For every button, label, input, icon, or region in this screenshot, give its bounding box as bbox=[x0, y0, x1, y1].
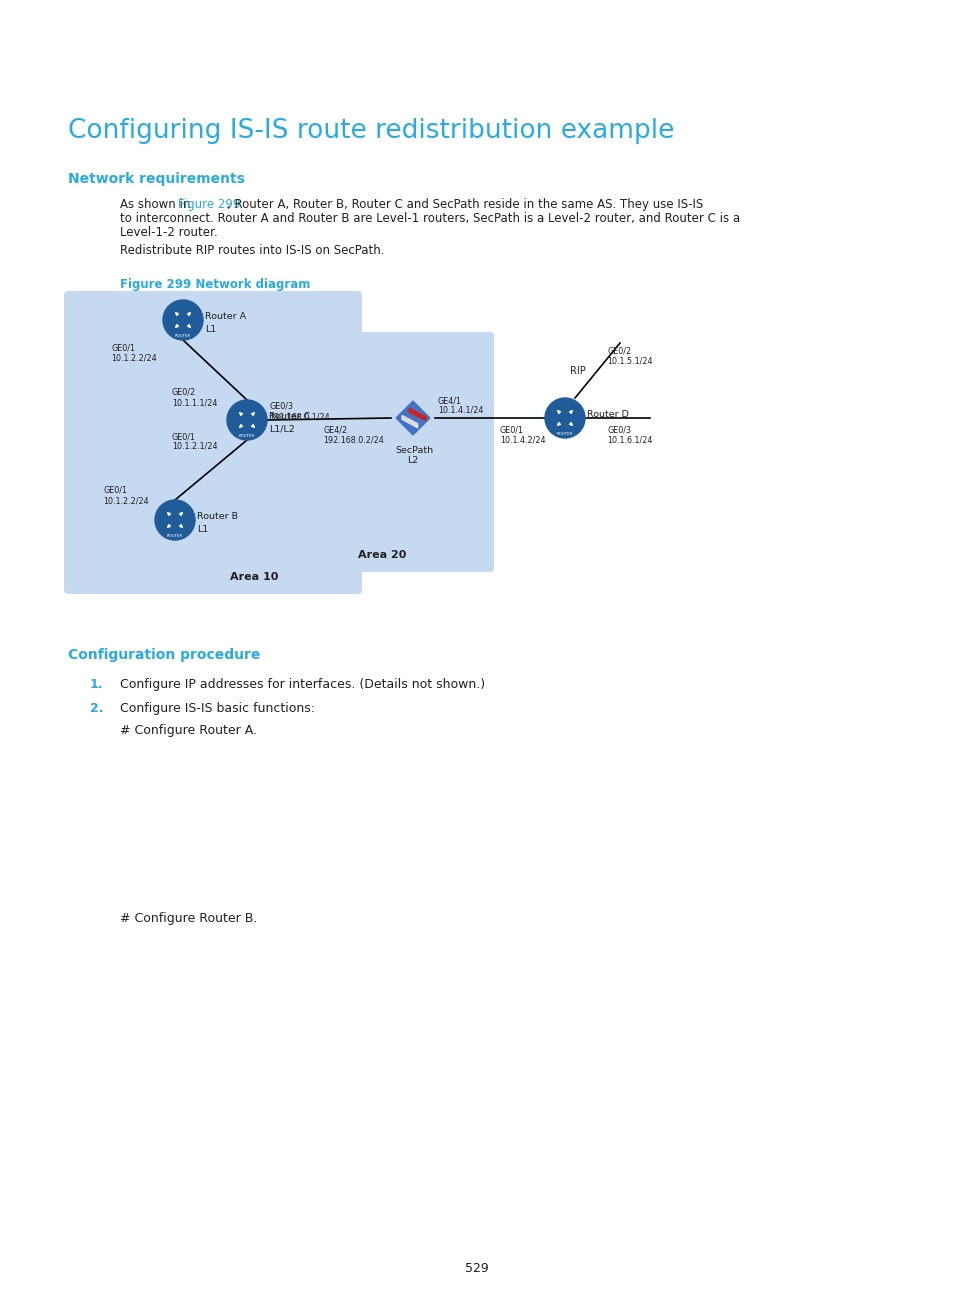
FancyBboxPatch shape bbox=[335, 332, 494, 572]
Text: Configuration procedure: Configuration procedure bbox=[68, 648, 260, 662]
Text: , Router A, Router B, Router C and SecPath reside in the same AS. They use IS-IS: , Router A, Router B, Router C and SecPa… bbox=[227, 198, 702, 211]
Text: GE0/3: GE0/3 bbox=[606, 426, 630, 435]
Circle shape bbox=[154, 500, 194, 540]
Text: GE0/2: GE0/2 bbox=[606, 346, 631, 355]
Text: 10.1.6.1/24: 10.1.6.1/24 bbox=[606, 435, 652, 445]
Circle shape bbox=[227, 400, 267, 441]
Polygon shape bbox=[409, 408, 426, 421]
Text: Area 10: Area 10 bbox=[230, 572, 278, 582]
Text: GE0/1: GE0/1 bbox=[172, 432, 195, 441]
Text: L1: L1 bbox=[205, 325, 216, 334]
Text: Router B: Router B bbox=[196, 512, 237, 521]
Text: 10.1.4.2/24: 10.1.4.2/24 bbox=[499, 435, 545, 445]
Text: to interconnect. Router A and Router B are Level-1 routers, SecPath is a Level-2: to interconnect. Router A and Router B a… bbox=[120, 213, 740, 226]
Text: ROUTER: ROUTER bbox=[167, 534, 183, 538]
Text: Configure IS-IS basic functions:: Configure IS-IS basic functions: bbox=[120, 702, 314, 715]
Text: 10.1.4.1/24: 10.1.4.1/24 bbox=[437, 406, 483, 415]
Text: GE0/1: GE0/1 bbox=[499, 426, 523, 435]
Text: Figure 299 Network diagram: Figure 299 Network diagram bbox=[120, 279, 310, 292]
FancyBboxPatch shape bbox=[64, 292, 361, 594]
Text: Network requirements: Network requirements bbox=[68, 172, 245, 187]
Polygon shape bbox=[401, 416, 417, 428]
Text: 1.: 1. bbox=[90, 678, 103, 691]
Text: 10.1.5.1/24: 10.1.5.1/24 bbox=[606, 356, 652, 365]
Text: 10.1.2.1/24: 10.1.2.1/24 bbox=[172, 442, 217, 451]
Text: As shown in: As shown in bbox=[120, 198, 193, 211]
Text: Figure 299: Figure 299 bbox=[178, 198, 240, 211]
Text: 10.1.2.2/24: 10.1.2.2/24 bbox=[103, 496, 149, 505]
Text: GE4/1: GE4/1 bbox=[437, 397, 461, 404]
Polygon shape bbox=[395, 400, 430, 435]
Circle shape bbox=[163, 299, 203, 340]
Text: 10.1.2.2/24: 10.1.2.2/24 bbox=[111, 354, 156, 363]
Text: GE0/3: GE0/3 bbox=[269, 402, 293, 411]
Text: 529: 529 bbox=[465, 1262, 488, 1275]
Text: Area 20: Area 20 bbox=[357, 550, 406, 560]
Text: Configure IP addresses for interfaces. (Details not shown.): Configure IP addresses for interfaces. (… bbox=[120, 678, 485, 691]
Text: GE0/1: GE0/1 bbox=[111, 343, 135, 353]
Text: Router C: Router C bbox=[269, 412, 310, 421]
Text: 192.168.0.2/24: 192.168.0.2/24 bbox=[323, 435, 383, 445]
Text: ROUTER: ROUTER bbox=[238, 434, 254, 438]
Text: ROUTER: ROUTER bbox=[557, 433, 573, 437]
Text: Router A: Router A bbox=[205, 312, 246, 321]
Text: RIP: RIP bbox=[569, 365, 585, 376]
Text: Router D: Router D bbox=[586, 410, 628, 419]
Text: ROUTER: ROUTER bbox=[174, 334, 191, 338]
Circle shape bbox=[544, 398, 584, 438]
Text: L1/L2: L1/L2 bbox=[269, 425, 294, 434]
Text: L2: L2 bbox=[407, 456, 417, 465]
Text: 2.: 2. bbox=[90, 702, 103, 715]
Text: Level-1-2 router.: Level-1-2 router. bbox=[120, 226, 217, 238]
Text: GE4/2: GE4/2 bbox=[323, 426, 347, 435]
Text: Redistribute RIP routes into IS-IS on SecPath.: Redistribute RIP routes into IS-IS on Se… bbox=[120, 244, 384, 257]
Text: SecPath: SecPath bbox=[395, 446, 433, 455]
Text: GE0/2: GE0/2 bbox=[172, 388, 196, 397]
Text: Configuring IS-IS route redistribution example: Configuring IS-IS route redistribution e… bbox=[68, 118, 674, 144]
Text: 10.1.1.1/24: 10.1.1.1/24 bbox=[172, 398, 217, 407]
Text: L1: L1 bbox=[196, 525, 208, 534]
Text: # Configure Router B.: # Configure Router B. bbox=[120, 912, 257, 925]
Text: 192.168.0.1/24: 192.168.0.1/24 bbox=[269, 412, 330, 421]
Text: GE0/1: GE0/1 bbox=[103, 486, 127, 495]
Text: # Configure Router A.: # Configure Router A. bbox=[120, 724, 256, 737]
